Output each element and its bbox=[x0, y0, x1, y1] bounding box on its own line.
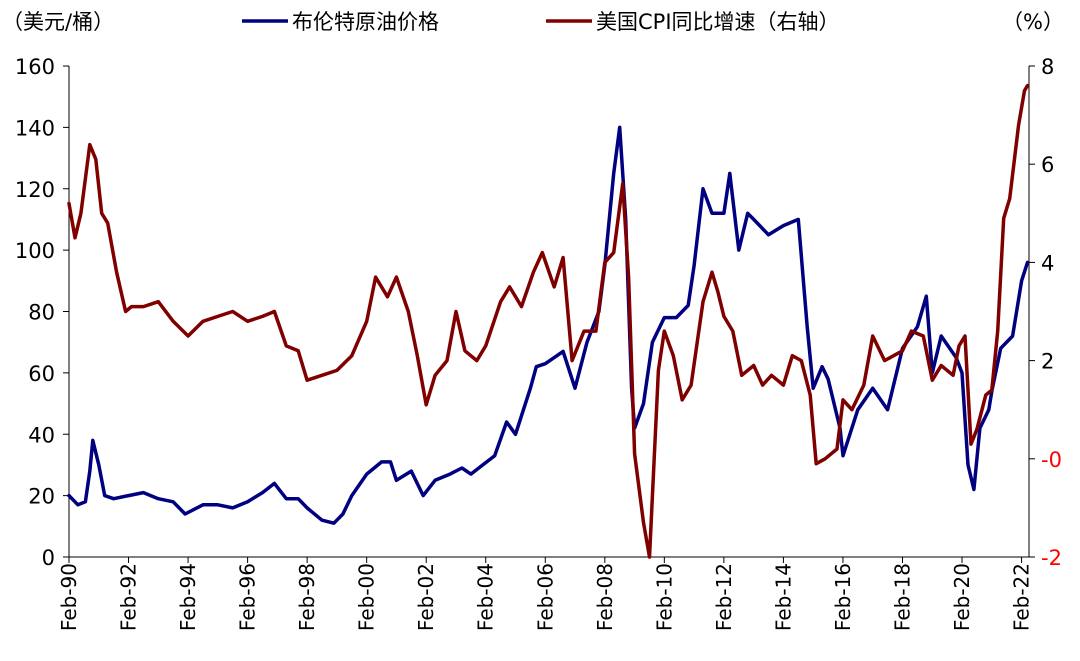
left-tick-label: 0 bbox=[42, 546, 55, 570]
x-tick-label: Feb-94 bbox=[176, 563, 200, 631]
left-axis-unit: （美元/桶） bbox=[2, 10, 114, 34]
left-tick-label: 160 bbox=[15, 55, 55, 79]
left-tick-label: 120 bbox=[15, 178, 55, 202]
left-tick-label: 20 bbox=[28, 485, 55, 509]
x-tick-label: Feb-00 bbox=[355, 563, 379, 631]
x-tick-label: Feb-14 bbox=[771, 563, 795, 631]
x-tick-label: Feb-10 bbox=[652, 563, 676, 631]
x-tick-label: Feb-20 bbox=[950, 563, 974, 631]
left-tick-label: 40 bbox=[28, 423, 55, 447]
x-tick-label: Feb-16 bbox=[831, 563, 855, 631]
x-tick-label: Feb-08 bbox=[593, 563, 617, 631]
left-tick-label: 140 bbox=[15, 116, 55, 140]
right-tick-label: 4 bbox=[1041, 251, 1054, 275]
series-lines bbox=[67, 83, 1030, 559]
x-tick-label: Feb-06 bbox=[533, 563, 557, 631]
left-tick-label: 80 bbox=[28, 301, 55, 325]
x-tick-label: Feb-96 bbox=[236, 563, 260, 631]
legend: 布伦特原油价格 美国CPI同比增速（右轴） bbox=[242, 10, 840, 34]
x-tick-label: Feb-22 bbox=[1010, 563, 1034, 631]
x-axis-ticks: Feb-90 Feb-92 Feb-94 Feb-96 Feb-98 Feb-00 Feb-… bbox=[57, 557, 1034, 631]
x-tick-label: Feb-18 bbox=[890, 563, 914, 631]
x-tick-label: Feb-02 bbox=[414, 563, 438, 631]
series-line-brent bbox=[67, 125, 1030, 525]
left-tick-label: 100 bbox=[15, 239, 55, 263]
right-axis-unit: （%） bbox=[1002, 10, 1064, 34]
x-tick-label: Feb-90 bbox=[57, 563, 81, 631]
right-tick-label: 8 bbox=[1041, 55, 1054, 79]
x-tick-label: Feb-92 bbox=[117, 563, 141, 631]
right-tick-label: -2 bbox=[1041, 546, 1062, 570]
left-tick-label: 60 bbox=[28, 362, 55, 386]
x-tick-label: Feb-04 bbox=[474, 563, 498, 631]
right-tick-label: -0 bbox=[1041, 448, 1062, 472]
series-line-cpi bbox=[67, 83, 1030, 559]
left-axis-ticks: 0 20 40 60 80 100 120 140 160 bbox=[15, 55, 69, 570]
right-axis-ticks: -2 -0 2 4 6 8 bbox=[1029, 55, 1062, 570]
legend-label-brent: 布伦特原油价格 bbox=[292, 10, 439, 34]
right-tick-label: 6 bbox=[1041, 153, 1054, 177]
legend-label-cpi: 美国CPI同比增速（右轴） bbox=[596, 10, 840, 34]
x-tick-label: Feb-98 bbox=[295, 563, 319, 631]
x-tick-label: Feb-12 bbox=[712, 563, 736, 631]
right-tick-label: 2 bbox=[1041, 350, 1054, 374]
